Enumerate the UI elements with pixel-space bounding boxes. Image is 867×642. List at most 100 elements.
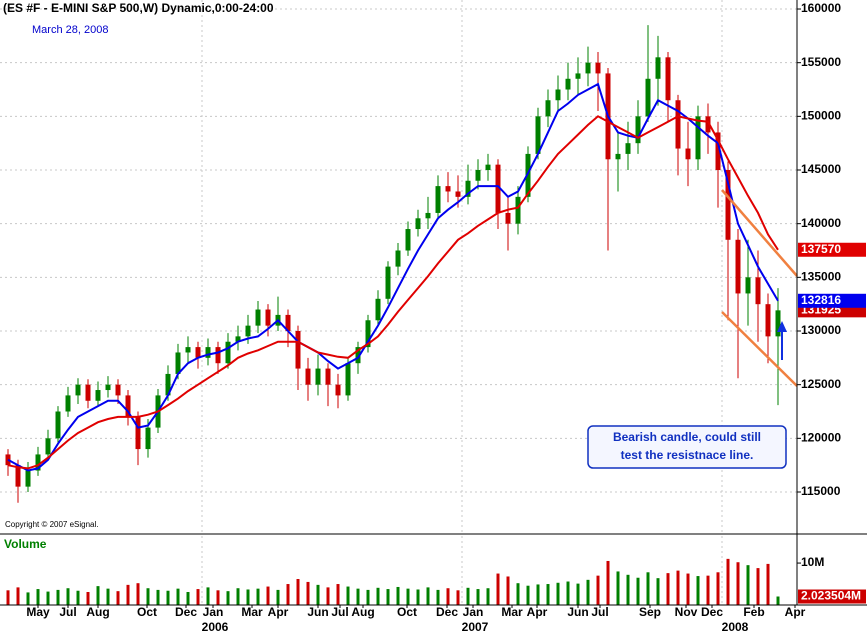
volume-bar [726, 558, 730, 605]
arrow-head [777, 321, 787, 332]
candle-body [25, 470, 31, 487]
volume-bar [536, 584, 540, 605]
x-tick-label: Dec [436, 605, 458, 619]
candle-layer [5, 25, 781, 503]
grid-layer [0, 0, 801, 608]
candle-body [485, 164, 491, 171]
volume-bar [76, 590, 80, 605]
candle-body [705, 116, 711, 133]
candle-body [555, 89, 561, 101]
volume-bar [386, 589, 390, 605]
copyright: Copyright © 2007 eSignal. [5, 520, 99, 529]
candle-body [595, 62, 601, 74]
y-tick-label: 135000 [801, 270, 841, 284]
label-layer: 115000 120000 125000 130000 135000 140000 1450… [26, 1, 866, 634]
volume-bar [226, 591, 230, 605]
x-tick-label: Mar [241, 605, 263, 619]
candle-body [425, 212, 431, 219]
volume-bar [716, 572, 720, 605]
x-tick-label: Mar [501, 605, 523, 619]
x-tick-label: Oct [397, 605, 417, 619]
candle-body [365, 320, 371, 348]
candle-body [755, 277, 761, 305]
volume-bar [456, 590, 460, 605]
candle-body [645, 78, 651, 117]
candle-body [185, 347, 191, 353]
x-tick-label: Apr [785, 605, 806, 619]
volume-bar [66, 588, 70, 605]
volume-bar [686, 573, 690, 605]
date-box [28, 21, 124, 38]
moving-average-line [7, 115, 779, 470]
candle-body [455, 191, 461, 197]
volume-bar [676, 570, 680, 605]
volume-bar [646, 572, 650, 605]
volume-bar [706, 575, 710, 605]
candle-body [465, 180, 471, 197]
volume-bar [256, 588, 260, 605]
candle-body [715, 132, 721, 171]
volume-box [798, 589, 866, 604]
moving-average-line [7, 82, 779, 472]
y-tick-label: 150000 [801, 109, 841, 123]
x-tick-label: Apr [527, 605, 548, 619]
volume-bar [336, 584, 340, 605]
volume-bar [86, 592, 90, 605]
candle-body [695, 116, 701, 160]
candle-body [355, 347, 361, 364]
candle-body [685, 148, 691, 160]
x-tick-label: Dec [701, 605, 723, 619]
volume-bar [776, 596, 780, 605]
volume-bar [186, 592, 190, 605]
volume-bar [426, 587, 430, 605]
candle-body [585, 62, 591, 74]
resistance-line [721, 189, 798, 277]
volume-bar [346, 586, 350, 605]
volume-bar [566, 581, 570, 605]
ma-layer [7, 82, 779, 472]
volume-bar [366, 589, 370, 605]
volume-bar [396, 586, 400, 605]
volume-bar [446, 588, 450, 605]
volume-bar [156, 589, 160, 605]
candle-body [765, 304, 771, 337]
candle-body [125, 395, 131, 417]
price-box-label: 132816 [801, 293, 841, 307]
price-box-label: 137570 [801, 242, 841, 256]
candle-body [165, 373, 171, 396]
year-label: 2006 [202, 620, 229, 634]
candle-body [405, 229, 411, 251]
candle-body [55, 411, 61, 439]
candle-body [745, 277, 751, 294]
candle-body [735, 239, 741, 294]
candle-body [725, 170, 731, 240]
volume-bar [606, 560, 610, 605]
volume-bar [126, 584, 130, 605]
volume-bar [656, 578, 660, 605]
candle-body [655, 57, 661, 79]
candle-body [225, 341, 231, 364]
volume-bar [96, 586, 100, 605]
candle-body [215, 347, 221, 364]
candle-body [295, 331, 301, 369]
volume-bar [466, 587, 470, 605]
volume-bar [56, 589, 60, 605]
candle-body [305, 368, 311, 385]
candle-body [145, 427, 151, 450]
candle-body [75, 384, 81, 396]
candle-body [65, 395, 71, 412]
y-tick-label: 120000 [801, 431, 841, 445]
candle-body [135, 416, 141, 450]
candle-body [105, 384, 111, 391]
y-tick-label: 130000 [801, 323, 841, 337]
candle-body [545, 100, 551, 117]
x-tick-label: Jun [307, 605, 328, 619]
candle-body [85, 384, 91, 401]
volume-bar [546, 584, 550, 605]
callout-text: test the resistnace line. [621, 448, 754, 462]
volume-bar [216, 590, 220, 605]
volume-bar [306, 581, 310, 605]
volume-bar [236, 588, 240, 605]
candle-body [15, 465, 21, 487]
